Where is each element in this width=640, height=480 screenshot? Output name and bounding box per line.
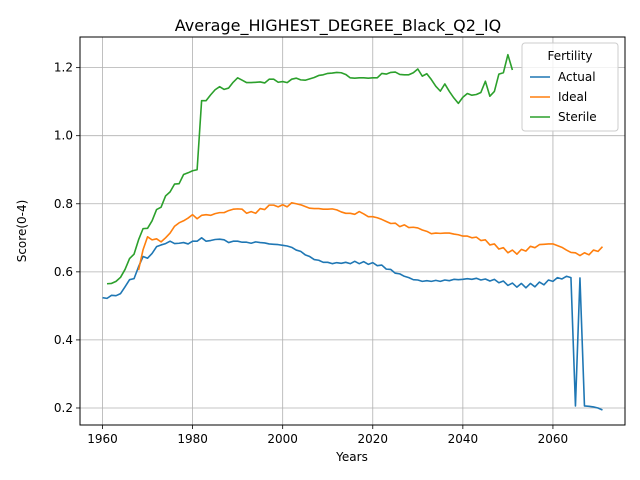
y-tick-label: 0.6 <box>54 265 73 279</box>
series-line-sterile <box>106 53 514 285</box>
legend-label-ideal: Ideal <box>558 90 587 104</box>
legend-label-sterile: Sterile <box>558 110 597 124</box>
y-tick-label: 1.0 <box>54 129 73 143</box>
x-tick-label: 2060 <box>538 432 569 446</box>
x-axis-ticks: 1960 1980 2000 2020 2040 2060 <box>87 425 568 446</box>
legend-label-actual: Actual <box>558 70 596 84</box>
x-tick-label: 1960 <box>87 432 118 446</box>
legend-box <box>521 42 619 132</box>
series-lines <box>102 53 604 411</box>
y-axis-label: Score(0-4) <box>15 200 29 263</box>
x-axis-label: Years <box>335 450 368 464</box>
plot-frame <box>79 36 626 426</box>
y-tick-label: 1.2 <box>54 61 73 75</box>
legend-title: Fertility <box>547 49 592 63</box>
legend: Fertility Actual Ideal Sterile <box>521 42 619 132</box>
y-tick-label: 0.8 <box>54 197 73 211</box>
series-line-ideal <box>137 201 604 271</box>
x-tick-label: 2020 <box>357 432 388 446</box>
y-axis-ticks: 0.2 0.4 0.6 0.8 1.0 1.2 <box>54 61 80 415</box>
x-tick-label: 2000 <box>267 432 298 446</box>
y-tick-label: 0.2 <box>54 401 73 415</box>
series-line-actual <box>102 237 603 411</box>
x-tick-label: 1980 <box>177 432 208 446</box>
chart-title: Average_HIGHEST_DEGREE_Black_Q2_IQ <box>175 16 501 36</box>
y-tick-label: 0.4 <box>54 333 73 347</box>
x-tick-label: 2040 <box>448 432 479 446</box>
